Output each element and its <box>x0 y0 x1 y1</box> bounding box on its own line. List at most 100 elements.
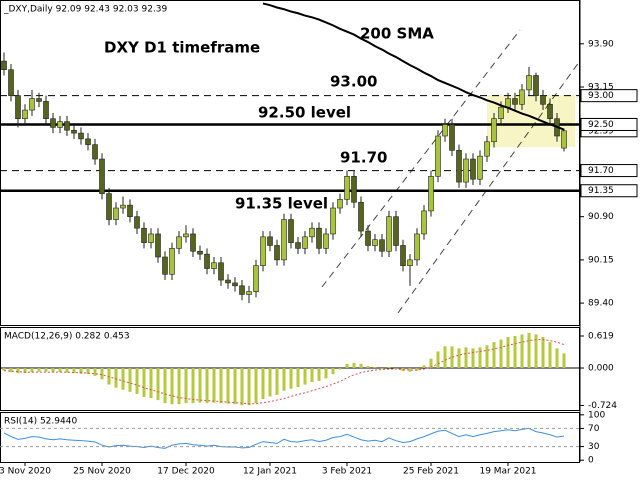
macd-bar <box>373 366 377 369</box>
candle-body <box>561 130 567 149</box>
candle-body <box>253 265 259 292</box>
candle-body <box>71 129 77 134</box>
candle-body <box>85 138 91 145</box>
macd-bar <box>548 342 552 369</box>
candle-body <box>134 216 140 229</box>
level-box <box>580 164 638 178</box>
macd-bar <box>534 334 538 369</box>
candle-body <box>512 98 518 105</box>
candle-body <box>491 118 497 143</box>
macd-area <box>0 332 580 406</box>
y-tick-label: 0.000 <box>588 364 614 374</box>
macd-bar <box>352 362 356 369</box>
candle-body <box>526 75 532 91</box>
candle-body <box>57 121 63 128</box>
candle-body <box>267 236 273 246</box>
macd-bar <box>268 368 272 397</box>
macd-bar <box>233 368 237 405</box>
level-note: 92.50 level <box>258 104 351 122</box>
candle-body <box>309 227 315 238</box>
macd-bar <box>205 368 209 404</box>
macd-bar <box>149 368 153 399</box>
level-box <box>580 184 638 198</box>
candle-body <box>323 233 329 249</box>
macd-bar <box>436 351 440 369</box>
y-tick-label: 70 <box>588 424 600 434</box>
candle-body <box>358 201 364 232</box>
candle-body <box>197 250 203 255</box>
level-label: 92.50 <box>588 120 614 130</box>
candle-body <box>372 239 378 246</box>
candle-body <box>162 256 168 275</box>
x-tick-label: 3 Nov 2020 <box>0 467 51 477</box>
level-label: 91.35 <box>588 186 614 196</box>
candle-body <box>428 176 434 212</box>
candle-body <box>106 193 112 220</box>
candle-body <box>519 89 525 105</box>
macd-bar <box>457 348 461 369</box>
candle-body <box>337 199 343 209</box>
candle-body <box>288 219 294 243</box>
candle-body <box>477 155 483 180</box>
candle-body <box>99 158 105 194</box>
candle-body <box>456 150 462 183</box>
macd-bar <box>317 368 321 381</box>
macd-bar <box>485 345 489 369</box>
macd-bar <box>478 347 482 369</box>
macd-bar <box>450 346 454 369</box>
candle-body <box>330 207 336 235</box>
y-tick-label: 89.40 <box>588 299 614 309</box>
macd-bar <box>394 368 398 369</box>
candle-body <box>316 227 322 249</box>
candle-body <box>470 158 476 180</box>
macd-bar <box>555 348 559 369</box>
candle-body <box>302 236 308 249</box>
macd-bar <box>9 368 13 373</box>
candle-body <box>547 103 553 120</box>
macd-bar <box>114 368 118 388</box>
macd-bar <box>415 368 419 371</box>
macd-bar <box>499 339 503 369</box>
candle-body <box>169 248 175 275</box>
candle-body <box>421 210 427 235</box>
macd-bar <box>198 368 202 403</box>
candle-body <box>190 233 196 252</box>
macd-bar <box>429 358 433 369</box>
macd-bar <box>212 368 216 403</box>
macd-bar <box>135 368 139 394</box>
macd-bar <box>79 368 83 374</box>
level-box <box>580 117 638 131</box>
level-box <box>580 89 638 103</box>
macd-bar <box>562 353 566 369</box>
candle-body <box>498 106 504 120</box>
macd-bar <box>275 368 279 395</box>
candle-body <box>148 233 154 243</box>
candle-body <box>183 233 189 238</box>
macd-bar <box>506 336 510 369</box>
macd-bar <box>492 342 496 369</box>
candle-body <box>435 135 441 177</box>
macd-bar <box>261 368 265 400</box>
macd-bar <box>184 368 188 404</box>
macd-bar <box>345 363 349 369</box>
macd-bar <box>191 368 195 404</box>
y-tick-label: 0.619 <box>588 332 614 342</box>
macd-bar <box>240 368 244 406</box>
channel <box>321 29 580 314</box>
sma-line <box>262 2 565 131</box>
macd-bar <box>282 368 286 391</box>
level-label: 93.00 <box>588 91 614 101</box>
macd-bar <box>219 368 223 404</box>
macd-bar <box>366 365 370 369</box>
x-tick-label: 25 Feb 2021 <box>403 467 459 477</box>
macd-bar <box>513 335 517 369</box>
candle-body <box>15 95 21 120</box>
macd-bar <box>163 368 167 404</box>
rsi-area <box>3 427 565 449</box>
y-tick-label: 93.15 <box>588 83 614 93</box>
candle-body <box>407 259 413 266</box>
candle-body <box>260 236 266 266</box>
macd-bar <box>338 368 342 370</box>
level-note: 91.35 level <box>235 195 328 213</box>
